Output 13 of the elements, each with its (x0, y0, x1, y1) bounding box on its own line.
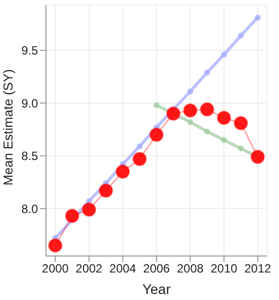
y-tick-label: 8.0 (21, 202, 38, 216)
x-axis-title: Year (142, 281, 171, 297)
x-tick-label: 2012 (244, 262, 272, 276)
y-axis-title: Mean Estimate (SY) (0, 69, 16, 186)
x-tick-label: 2000 (42, 262, 69, 276)
x-tick-label: 2008 (176, 262, 204, 276)
x-tick-label: 2006 (143, 262, 170, 276)
y-tick-label: 8.5 (21, 149, 38, 164)
y-tick-label: 9.0 (21, 96, 38, 110)
x-tick-label: 2002 (76, 262, 103, 276)
x-tick-label: 2010 (210, 262, 238, 276)
x-tick-label: 2004 (109, 262, 136, 276)
y-tick-label: 9.5 (21, 44, 38, 58)
